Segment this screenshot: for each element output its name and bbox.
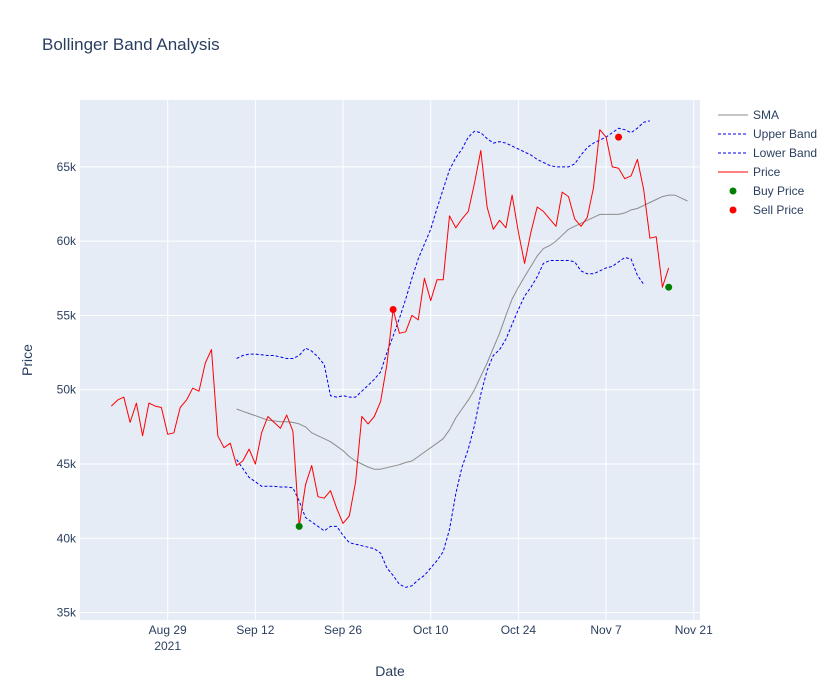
y-tick-label: 45k <box>57 457 77 471</box>
series-line-lower-band <box>236 257 645 588</box>
y-tick-label: 50k <box>57 383 77 397</box>
y-axis-title: Price <box>19 344 35 376</box>
legend-label-sma: SMA <box>753 108 779 122</box>
legend-item-upper-band[interactable]: Upper Band <box>718 127 817 141</box>
x-axis-ticks: Aug 29 2021 Sep 12 Sep 26 Oct 10 Oct 24 Nov 7 N… <box>149 623 713 653</box>
chart-title: Bollinger Band Analysis <box>42 35 220 54</box>
legend-item-lower-band[interactable]: Lower Band <box>718 146 817 160</box>
x-tick-label: Nov 7 <box>590 623 622 637</box>
y-tick-label: 40k <box>57 531 77 545</box>
series-line-upper-band <box>236 120 651 398</box>
marker-group <box>295 133 673 530</box>
buy-price-marker <box>295 522 303 530</box>
y-tick-label: 60k <box>57 234 77 248</box>
x-tick-label: Oct 24 <box>501 623 537 637</box>
x-tick-label: Nov 21 <box>675 623 713 637</box>
y-tick-label: 35k <box>57 606 77 620</box>
legend-label-lower-band: Lower Band <box>753 146 817 160</box>
x-tick-label: Oct 10 <box>413 623 449 637</box>
x-tick-label: Sep 26 <box>324 623 362 637</box>
legend-item-buy-price[interactable]: Buy Price <box>729 184 805 198</box>
grid-lines <box>80 100 700 620</box>
x-tick-year-label: 2021 <box>154 639 181 653</box>
legend-label-price: Price <box>753 165 781 179</box>
legend-label-upper-band: Upper Band <box>753 127 817 141</box>
y-tick-label: 65k <box>57 160 77 174</box>
legend-label-sell-price: Sell Price <box>753 203 804 217</box>
legend-item-price[interactable]: Price <box>718 165 781 179</box>
series-line-sma <box>236 194 688 470</box>
y-tick-label: 55k <box>57 308 77 322</box>
x-tick-label: Sep 12 <box>236 623 274 637</box>
sell-price-marker <box>615 133 623 141</box>
legend-label-buy-price: Buy Price <box>753 184 805 198</box>
legend-swatch-buy-price <box>729 187 737 195</box>
sell-price-marker <box>389 305 397 313</box>
legend[interactable]: SMA Upper Band Lower Band Price Buy Price Sel… <box>718 108 817 217</box>
legend-swatch-sell-price <box>729 206 737 214</box>
legend-item-sell-price[interactable]: Sell Price <box>729 203 805 217</box>
y-axis-ticks: 35k 40k 45k 50k 55k 60k 65k <box>57 160 77 620</box>
buy-price-marker <box>665 283 673 291</box>
series-line-price <box>110 129 670 527</box>
series-group <box>110 120 688 588</box>
plot-area <box>80 100 700 620</box>
x-tick-label: Aug 29 <box>149 623 187 637</box>
x-axis-title: Date <box>375 663 405 679</box>
legend-item-sma[interactable]: SMA <box>718 108 779 122</box>
